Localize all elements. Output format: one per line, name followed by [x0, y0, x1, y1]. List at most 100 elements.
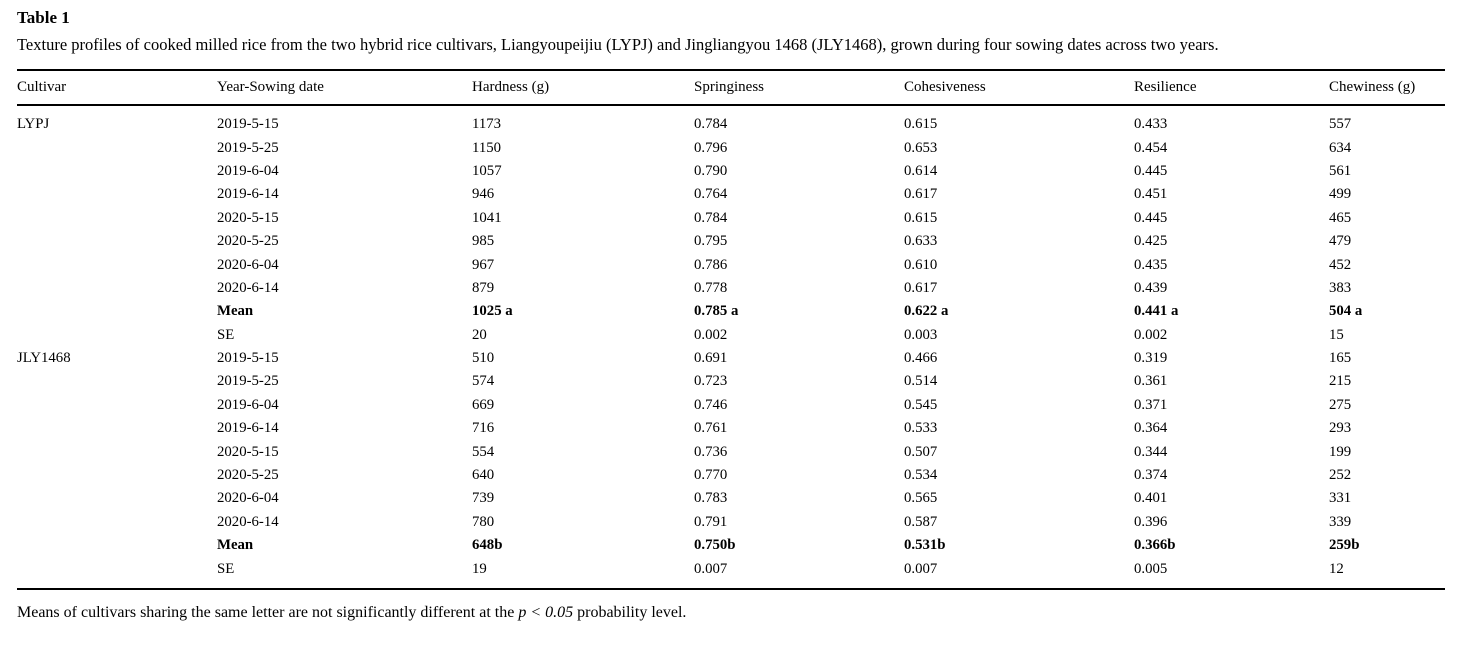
cell-value: 0.445: [1134, 162, 1168, 179]
cell-value: 0.784: [694, 209, 728, 226]
cell-cultivar: [17, 300, 217, 323]
cell-value: 0.371: [1134, 396, 1168, 413]
cell-value: 0.361: [1134, 373, 1168, 390]
cell-value: 0.633: [904, 233, 938, 250]
cell-value: 0.454: [1134, 139, 1168, 156]
cell-row-label: 2020-6-14: [217, 513, 279, 530]
data-table: Cultivar Year-Sowing date Hardness (g) Spri…: [17, 69, 1445, 590]
cell-value: 0.002: [1134, 326, 1168, 343]
cell-value: 0.587: [904, 513, 938, 530]
cell-value: 20: [472, 326, 487, 343]
cell-value: 0.783: [694, 490, 728, 507]
table-row: 2020-5-15 1041 0.784 0.615 0.445 465: [17, 207, 1445, 230]
cell-value: 0.784: [694, 116, 728, 133]
cell-value: 0.746: [694, 396, 728, 413]
column-header-6: Chewiness (g): [1329, 70, 1445, 106]
cell-value: 985: [472, 233, 495, 250]
cell-row-label: 2019-6-04: [217, 162, 279, 179]
cell-row-label: SE: [217, 326, 235, 343]
cell-value: 510: [472, 350, 495, 367]
cell-row-label: 2020-5-25: [217, 233, 279, 250]
cell-value: 479: [1329, 233, 1352, 250]
cell-value: 0.466: [904, 350, 938, 367]
cell-cultivar: [17, 253, 217, 276]
cell-row-label: 2019-5-25: [217, 373, 279, 390]
cell-value: 19: [472, 560, 487, 577]
cell-value: 293: [1329, 420, 1352, 437]
footnote-text-prefix: Means of cultivars sharing the same lett…: [17, 603, 519, 621]
cell-value: 0.545: [904, 396, 938, 413]
column-header-5: Resilience: [1134, 70, 1329, 106]
cell-cultivar: [17, 511, 217, 534]
cell-value: 0.750b: [694, 537, 736, 554]
cell-cultivar: [17, 207, 217, 230]
cell-value: 0.401: [1134, 490, 1168, 507]
cell-value: 554: [472, 443, 495, 460]
cell-value: 165: [1329, 350, 1352, 367]
cell-value: 252: [1329, 467, 1352, 484]
cell-value: 648b: [472, 537, 503, 554]
table-caption: Texture profiles of cooked milled rice f…: [17, 35, 1219, 54]
cell-value: 634: [1329, 139, 1352, 156]
cell-value: 0.736: [694, 443, 728, 460]
cell-value: 0.610: [904, 256, 938, 273]
table-row: 2019-5-25 574 0.723 0.514 0.361 215: [17, 370, 1445, 393]
cell-value: 0.425: [1134, 233, 1168, 250]
table-row: Mean 1025 a 0.785 a 0.622 a 0.441 a 504 a: [17, 300, 1445, 323]
cell-value: 0.534: [904, 467, 938, 484]
cell-cultivar: [17, 277, 217, 300]
cell-cultivar: LYPJ: [17, 116, 50, 133]
cell-value: 0.761: [694, 420, 728, 437]
cell-value: 0.615: [904, 116, 938, 133]
cell-value: 0.531b: [904, 537, 946, 554]
cell-value: 1057: [472, 162, 502, 179]
cell-value: 0.622 a: [904, 303, 949, 320]
footnote-p-value: p < 0.05: [518, 603, 574, 621]
cell-value: 331: [1329, 490, 1352, 507]
cell-value: 0.790: [694, 162, 728, 179]
cell-value: 275: [1329, 396, 1352, 413]
cell-row-label: 2019-6-14: [217, 186, 279, 203]
cell-value: 0.344: [1134, 443, 1168, 460]
cell-cultivar: [17, 324, 217, 347]
cell-value: 0.007: [694, 560, 728, 577]
table-row: 2020-6-14 879 0.778 0.617 0.439 383: [17, 277, 1445, 300]
column-header-3: Springiness: [694, 70, 904, 106]
table-row: 2019-6-14 946 0.764 0.617 0.451 499: [17, 183, 1445, 206]
table-row: 2019-6-04 1057 0.790 0.614 0.445 561: [17, 160, 1445, 183]
cell-row-label: Mean: [217, 303, 254, 320]
cell-value: 0.374: [1134, 467, 1168, 484]
cell-value: 0.723: [694, 373, 728, 390]
cell-value: 499: [1329, 186, 1352, 203]
cell-value: 0.439: [1134, 279, 1168, 296]
table-row: Mean 648b 0.750b 0.531b 0.366b 259b: [17, 534, 1445, 557]
cell-value: 0.770: [694, 467, 728, 484]
table-title: Table 1: [17, 8, 70, 27]
cell-value: 0.514: [904, 373, 938, 390]
table-row: SE 20 0.002 0.003 0.002 15: [17, 324, 1445, 347]
cell-value: 0.565: [904, 490, 938, 507]
cell-value: 0.615: [904, 209, 938, 226]
cell-value: 0.796: [694, 139, 728, 156]
column-header-2: Hardness (g): [472, 70, 694, 106]
cell-value: 1173: [472, 116, 502, 133]
cell-cultivar: [17, 557, 217, 588]
cell-value: 0.433: [1134, 116, 1168, 133]
cell-value: 0.691: [694, 350, 728, 367]
cell-cultivar: [17, 136, 217, 159]
cell-value: 716: [472, 420, 495, 437]
cell-value: 0.445: [1134, 209, 1168, 226]
cell-value: 574: [472, 373, 495, 390]
cell-value: 0.617: [904, 279, 938, 296]
cell-value: 0.003: [904, 326, 938, 343]
cell-cultivar: [17, 394, 217, 417]
table-row: 2019-6-04 669 0.746 0.545 0.371 275: [17, 394, 1445, 417]
cell-row-label: 2020-5-25: [217, 467, 279, 484]
column-header-0: Cultivar: [17, 70, 217, 106]
cell-value: 0.435: [1134, 256, 1168, 273]
cell-cultivar: [17, 370, 217, 393]
cell-value: 0.778: [694, 279, 728, 296]
cell-value: 0.002: [694, 326, 728, 343]
cell-value: 739: [472, 490, 495, 507]
cell-value: 1041: [472, 209, 502, 226]
